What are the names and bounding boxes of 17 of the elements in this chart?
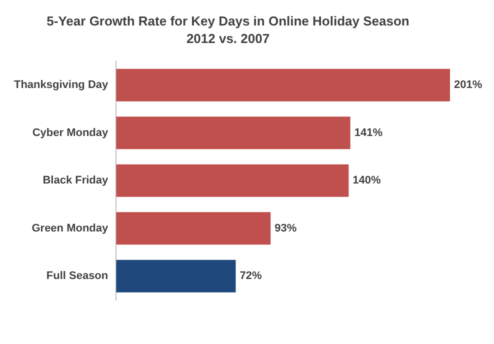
bar — [116, 164, 349, 197]
bar — [116, 68, 450, 102]
chart-title: 5-Year Growth Rate for Key Days in Online Holiday Season — [46, 13, 410, 28]
y-tick-label: Thanksgiving Day — [14, 79, 110, 92]
y-tick-label: Cyber Monday — [32, 126, 110, 139]
data-label: 72% — [240, 270, 262, 282]
data-label: 201% — [454, 79, 482, 92]
y-tick-label: Black Friday — [42, 174, 110, 187]
data-label: 93% — [274, 222, 297, 234]
data-label: 141% — [354, 126, 383, 139]
bar — [116, 212, 271, 245]
data-label: 140% — [352, 174, 382, 187]
y-tick-label: Full Season — [46, 270, 108, 282]
chart-subtitle: 2012 vs. 2007 — [186, 30, 270, 46]
y-tick-label: Green Monday — [32, 222, 110, 234]
bar — [116, 116, 350, 150]
bar — [116, 260, 236, 292]
